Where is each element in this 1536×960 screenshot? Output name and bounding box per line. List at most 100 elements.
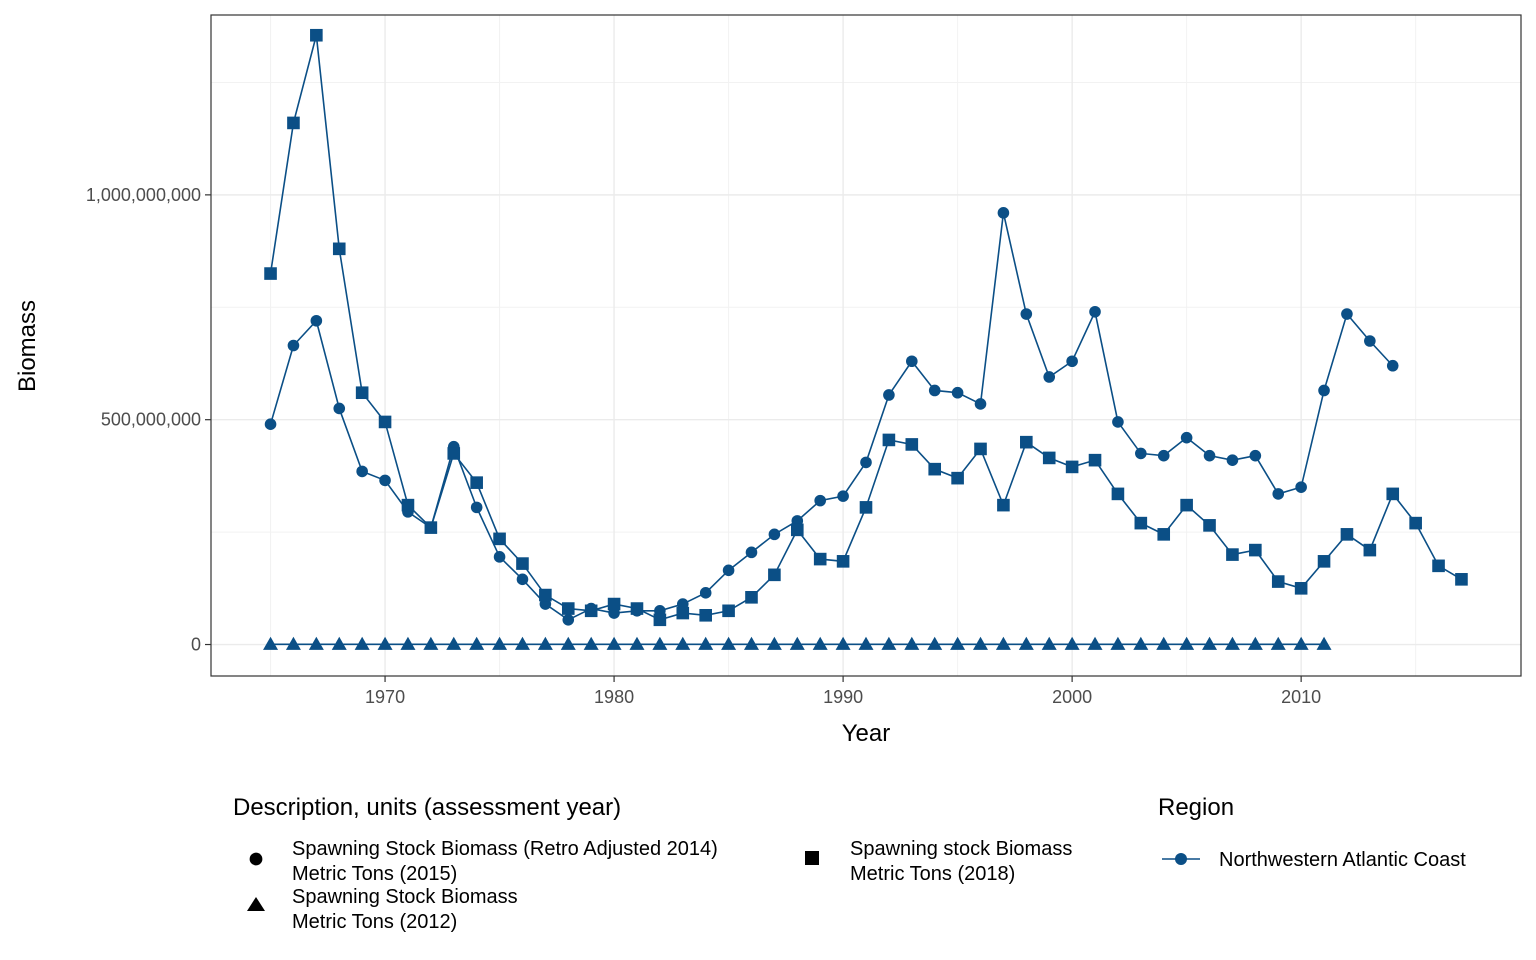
data-point-circle xyxy=(1112,416,1124,428)
data-point-square xyxy=(378,415,392,429)
data-point-circle xyxy=(928,384,941,397)
data-point-square xyxy=(493,532,506,546)
data-point-circle xyxy=(997,207,1010,219)
series-square xyxy=(264,28,1468,627)
data-point-triangle xyxy=(400,636,416,650)
y-tick-label: 1,000,000,000 xyxy=(86,185,201,205)
data-point-triangle xyxy=(514,636,530,650)
data-point-triangle xyxy=(629,636,645,650)
data-point-square xyxy=(768,568,781,582)
data-point-circle xyxy=(768,528,781,541)
data-point-square xyxy=(424,521,438,534)
data-point-triangle xyxy=(1156,636,1172,650)
data-point-triangle xyxy=(1179,636,1195,650)
data-point-square xyxy=(1271,575,1285,588)
legend-triangle-label-1: Spawning Stock Biomass xyxy=(292,886,518,908)
legend-entry-triangle xyxy=(247,897,265,911)
data-point-triangle xyxy=(1316,636,1332,650)
data-point-square xyxy=(516,557,529,570)
data-point-circle xyxy=(1318,384,1330,397)
data-point-square xyxy=(607,597,621,611)
data-point-square xyxy=(1340,528,1354,541)
data-point-square xyxy=(1317,555,1331,568)
data-point-square xyxy=(1226,548,1239,561)
data-point-square xyxy=(630,602,644,615)
data-point-square xyxy=(722,604,735,618)
data-point-circle xyxy=(883,389,895,401)
data-point-triangle xyxy=(285,636,301,650)
data-point-triangle xyxy=(469,636,485,650)
data-point-triangle xyxy=(766,636,782,650)
data-point-triangle xyxy=(675,636,691,650)
data-point-square xyxy=(1249,543,1262,557)
data-point-circle xyxy=(699,587,712,599)
data-point-square xyxy=(951,471,964,485)
data-point-square xyxy=(905,438,919,451)
data-point-triangle xyxy=(1087,636,1103,650)
data-point-triangle xyxy=(1110,636,1126,650)
data-point-triangle xyxy=(1202,636,1218,650)
data-point-circle xyxy=(1226,454,1239,466)
data-point-triangle xyxy=(446,636,462,650)
data-point-triangle xyxy=(698,636,714,650)
data-point-triangle xyxy=(812,636,828,650)
data-point-circle xyxy=(1089,305,1101,318)
data-point-square xyxy=(813,552,827,566)
data-point-square xyxy=(974,442,987,456)
data-point-square xyxy=(745,591,758,604)
data-point-triangle xyxy=(835,636,851,650)
data-point-circle xyxy=(493,551,506,563)
data-point-square xyxy=(264,267,277,280)
grid xyxy=(211,15,1521,676)
data-point-square xyxy=(1020,435,1033,449)
data-point-square xyxy=(1180,498,1193,512)
series-triangle xyxy=(263,636,1332,650)
x-tick-label: 2000 xyxy=(1052,687,1092,707)
legend-region-title: Region xyxy=(1158,794,1234,821)
data-point-square xyxy=(561,602,575,615)
data-point-circle xyxy=(379,474,391,487)
data-point-triangle xyxy=(995,636,1011,650)
data-point-square xyxy=(1203,519,1216,532)
data-point-square xyxy=(928,462,942,476)
y-tick-label: 0 xyxy=(191,635,201,655)
legend-circle-label-2: Metric Tons (2015) xyxy=(292,863,457,885)
data-point-triangle xyxy=(858,636,874,650)
data-point-square xyxy=(1157,528,1171,541)
legend-triangle-label-2: Metric Tons (2012) xyxy=(292,911,457,933)
data-point-circle xyxy=(722,564,735,577)
data-point-triangle xyxy=(423,636,439,650)
data-point-circle xyxy=(906,355,918,368)
data-point-circle xyxy=(1066,355,1078,368)
data-point-circle xyxy=(974,398,987,410)
data-point-circle xyxy=(860,456,872,469)
data-point-square xyxy=(539,588,552,602)
data-point-square xyxy=(1294,582,1308,595)
data-point-circle xyxy=(310,314,323,327)
data-point-triangle xyxy=(263,636,279,650)
data-point-triangle xyxy=(492,636,508,650)
legend-entry-square xyxy=(805,851,819,865)
series-circle xyxy=(264,207,1399,626)
data-point-circle xyxy=(951,386,964,399)
data-point-triangle xyxy=(1270,636,1286,650)
legend-region-key xyxy=(1162,853,1200,865)
data-point-circle xyxy=(1180,431,1193,444)
data-point-square xyxy=(790,523,804,537)
legend-square-label-1: Spawning stock Biomass xyxy=(850,838,1072,860)
data-point-circle xyxy=(1203,449,1216,462)
data-point-triangle xyxy=(537,636,553,650)
data-point-circle xyxy=(1020,308,1033,320)
data-point-triangle xyxy=(1224,636,1240,650)
data-point-square xyxy=(676,606,690,620)
legend-region-marker xyxy=(1175,853,1187,865)
series-line-circle xyxy=(269,212,1394,621)
data-point-circle xyxy=(516,573,529,586)
data-point-square xyxy=(1088,453,1102,467)
data-point-square xyxy=(287,116,300,130)
data-point-square xyxy=(1409,516,1422,530)
data-point-square xyxy=(584,604,598,618)
legend-region-label: Northwestern Atlantic Coast xyxy=(1219,849,1466,871)
data-point-circle xyxy=(1295,481,1307,493)
data-point-triangle xyxy=(377,636,393,650)
